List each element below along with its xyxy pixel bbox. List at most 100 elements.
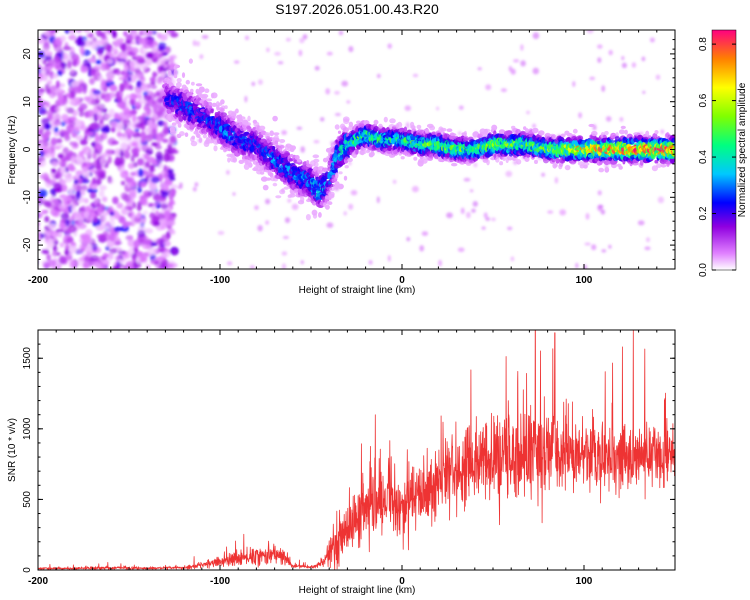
spectrogram-noise-cell	[163, 153, 171, 162]
spectrogram-noise-cell	[31, 41, 37, 45]
spectrogram-noise-cell	[140, 130, 146, 140]
spectrogram-noise-cell	[79, 46, 85, 55]
spectrogram-noise-cell	[31, 73, 36, 80]
spectrogram-noise-cell	[91, 68, 96, 75]
spectrogram-noise-cell	[69, 119, 76, 128]
spectrogram-noise-cell	[302, 34, 308, 40]
spectrogram-ridge-cell	[245, 122, 252, 127]
spectrogram-noise-cell	[60, 212, 70, 220]
spectrogram-noise-cell	[89, 191, 97, 199]
spectrogram-ridge-cell	[334, 124, 340, 130]
spectrogram-noise-cell	[76, 156, 84, 166]
spectrogram-noise-cell	[98, 74, 104, 83]
spectrogram-ridge-cell	[174, 64, 181, 69]
spectrogram-noise-cell	[44, 176, 51, 183]
spectrogram-noise-cell	[121, 42, 127, 52]
spectrogram-noise-cell	[28, 84, 32, 91]
spectrogram-noise-cell	[153, 194, 161, 201]
spectrogram-noise-cell	[116, 122, 124, 129]
spectrogram-noise-cell	[96, 30, 102, 33]
spectrogram-noise-cell	[27, 110, 33, 118]
spectrogram-noise-cell	[32, 162, 37, 170]
spectrogram-noise-cell	[266, 47, 270, 53]
spectrogram-noise-cell	[158, 105, 166, 113]
spectrogram-noise-cell	[38, 157, 42, 164]
spectrogram-noise-cell	[179, 182, 183, 188]
spectrogram-ridge-cell	[206, 110, 211, 116]
spectrogram-noise-cell	[446, 212, 453, 219]
spectrogram-noise-cell	[116, 90, 123, 99]
spectrogram-noise-cell	[70, 155, 76, 164]
spectrogram-noise-cell	[64, 255, 73, 261]
spectrogram-noise-cell	[608, 49, 613, 56]
spectrogram-noise-cell	[244, 35, 250, 41]
spectrogram-ridge-cell	[291, 145, 296, 151]
spectrogram-noise-cell	[111, 47, 117, 53]
spectrogram-noise-cell	[233, 60, 240, 64]
spectrogram-noise-cell	[146, 106, 152, 115]
spectrogram-noise-cell	[226, 261, 233, 266]
spectrogram-ridge-cell	[208, 102, 213, 106]
spectrogram-noise-cell	[50, 209, 55, 215]
spectrogram-noise-cell	[123, 170, 129, 175]
spectrogram-noise-cell	[387, 43, 393, 49]
spectrogram-noise-cell	[150, 80, 156, 86]
spectrogram-noise-cell	[120, 142, 128, 151]
spectrogram-ridge-cell	[335, 172, 339, 179]
spectrogram-noise-cell	[116, 70, 122, 76]
spectrogram-ridge-cell	[381, 127, 386, 133]
spectrogram-noise-cell	[127, 131, 137, 136]
spectrogram-ridge-cell	[300, 196, 305, 203]
spectrogram-noise-cell	[29, 63, 38, 69]
spectrogram-noise-cell	[33, 259, 38, 266]
spectrogram-ridge-cell	[210, 109, 214, 114]
spectrogram-noise-cell	[160, 183, 167, 191]
spectrogram-noise-cell	[26, 71, 33, 77]
spectrogram-noise-cell	[101, 196, 108, 203]
spectrogram-noise-cell	[29, 155, 38, 161]
spectrogram-noise-cell	[122, 194, 131, 202]
spectrogram-noise-cell	[27, 155, 34, 164]
spectrogram-noise-cell	[644, 246, 651, 251]
spectrogram-noise-cell	[81, 179, 90, 184]
spectrogram-noise-cell	[136, 251, 144, 259]
spectrogram-noise-cell	[285, 37, 291, 42]
spectrogram-noise-cell	[500, 88, 507, 93]
spectrogram-noise-cell	[27, 36, 33, 42]
spectrogram-noise-cell	[138, 115, 146, 123]
spectrogram-noise-cell	[59, 160, 67, 168]
spectrogram-noise-cell	[547, 210, 554, 214]
spectrogram-noise-cell	[155, 145, 162, 150]
spectrogram-noise-cell	[139, 144, 148, 151]
spectrogram-noise-cell	[348, 46, 354, 53]
spectrogram-ridge-cell	[198, 137, 203, 143]
spectrogram-noise-cell	[151, 206, 156, 212]
spectrogram-noise-cell	[31, 266, 37, 271]
spectrogram-noise-cell	[27, 77, 35, 84]
spectrogram-noise-cell	[75, 30, 83, 33]
spectrogram-noise-cell	[387, 255, 391, 262]
spectrogram-noise-cell	[160, 71, 166, 78]
spectrogram-ridge-cell	[227, 147, 232, 152]
spectrogram-noise-cell	[32, 193, 36, 198]
spectrogram-noise-cell	[108, 177, 115, 185]
spectrogram-ridge-cell	[275, 144, 279, 149]
spectrogram-ridge-cell	[185, 79, 190, 85]
spectrogram-noise-cell	[104, 148, 113, 157]
spectrogram-noise-cell	[62, 45, 72, 51]
spectrogram-noise-cell	[112, 237, 121, 244]
spectrogram-noise-cell	[123, 96, 128, 103]
spectrogram-noise-cell	[170, 184, 178, 189]
spectrogram-noise-cell	[97, 256, 105, 262]
spectrogram-ridge-cell	[446, 128, 453, 132]
spectrogram-noise-cell	[131, 147, 139, 155]
spectrogram-ridge-cell	[224, 105, 228, 110]
spectrogram-noise-cell	[281, 263, 287, 269]
spectrogram-noise-cell	[116, 131, 122, 138]
spectrogram-noise-cell	[32, 259, 38, 266]
spectrogram-noise-cell	[123, 80, 129, 86]
spectrogram-noise-cell	[33, 126, 38, 130]
spectrogram-noise-cell	[90, 212, 97, 218]
spectrogram-noise-cell	[137, 229, 146, 238]
spectrogram-noise-cell	[87, 131, 95, 136]
